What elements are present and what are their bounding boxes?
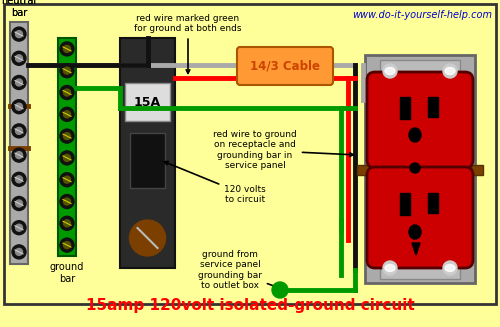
Text: 15A: 15A <box>134 95 161 109</box>
Circle shape <box>12 148 26 162</box>
Circle shape <box>16 55 22 62</box>
Polygon shape <box>412 243 420 255</box>
Circle shape <box>443 261 457 275</box>
Bar <box>428 97 438 117</box>
Circle shape <box>383 64 397 78</box>
Text: ground from
service panel
grounding bar
to outlet box: ground from service panel grounding bar … <box>198 250 280 290</box>
Circle shape <box>60 195 74 209</box>
Text: neutral
bar: neutral bar <box>2 0 36 18</box>
Circle shape <box>64 198 70 205</box>
Circle shape <box>130 220 166 256</box>
Circle shape <box>64 45 70 52</box>
Circle shape <box>64 67 70 74</box>
Circle shape <box>60 107 74 121</box>
Circle shape <box>60 151 74 165</box>
Circle shape <box>12 51 26 65</box>
Bar <box>58 38 76 256</box>
Circle shape <box>410 163 420 173</box>
Circle shape <box>60 64 74 78</box>
FancyBboxPatch shape <box>367 167 473 268</box>
Bar <box>428 193 438 213</box>
Ellipse shape <box>409 128 421 142</box>
Circle shape <box>64 154 70 162</box>
Circle shape <box>16 249 22 255</box>
Circle shape <box>272 282 288 298</box>
Ellipse shape <box>445 67 455 75</box>
Circle shape <box>64 176 70 183</box>
Circle shape <box>60 173 74 187</box>
Ellipse shape <box>385 265 395 271</box>
Text: red wire marked green
for ground at both ends: red wire marked green for ground at both… <box>134 14 242 73</box>
Circle shape <box>12 221 26 235</box>
Bar <box>370 161 470 179</box>
Bar <box>357 165 369 175</box>
Bar <box>120 38 175 268</box>
Bar <box>10 22 28 264</box>
Circle shape <box>12 245 26 259</box>
Circle shape <box>12 172 26 186</box>
Ellipse shape <box>409 225 421 239</box>
FancyBboxPatch shape <box>237 47 333 85</box>
Bar <box>471 165 483 175</box>
Circle shape <box>60 85 74 99</box>
Bar <box>400 97 410 119</box>
Circle shape <box>16 176 22 183</box>
Text: ground
bar: ground bar <box>50 262 84 284</box>
FancyBboxPatch shape <box>367 72 473 168</box>
Circle shape <box>16 152 22 159</box>
Circle shape <box>16 31 22 38</box>
Circle shape <box>60 216 74 230</box>
Circle shape <box>12 27 26 41</box>
Circle shape <box>16 128 22 134</box>
Circle shape <box>60 42 74 56</box>
Circle shape <box>16 200 22 207</box>
Circle shape <box>64 242 70 249</box>
Circle shape <box>16 103 22 110</box>
Text: 120 volts
to circuit: 120 volts to circuit <box>164 162 266 204</box>
Ellipse shape <box>445 265 455 271</box>
Circle shape <box>16 79 22 86</box>
Circle shape <box>64 133 70 140</box>
Bar <box>400 193 410 215</box>
Text: www.do-it-yourself-help.com: www.do-it-yourself-help.com <box>352 10 492 20</box>
Bar <box>380 257 460 279</box>
Circle shape <box>64 111 70 118</box>
Ellipse shape <box>385 67 395 75</box>
Circle shape <box>64 89 70 96</box>
Bar <box>130 133 165 188</box>
Bar <box>125 83 170 121</box>
Circle shape <box>16 224 22 231</box>
Circle shape <box>60 129 74 143</box>
Bar <box>365 55 475 283</box>
Bar <box>380 60 460 82</box>
Circle shape <box>12 100 26 114</box>
Circle shape <box>12 76 26 90</box>
Circle shape <box>383 261 397 275</box>
Text: red wire to ground
on receptacle and
grounding bar in
service panel: red wire to ground on receptacle and gro… <box>213 130 354 170</box>
Text: 15amp 120volt isolated-ground circuit: 15amp 120volt isolated-ground circuit <box>86 298 414 313</box>
Circle shape <box>12 197 26 211</box>
Circle shape <box>64 220 70 227</box>
Circle shape <box>12 124 26 138</box>
Circle shape <box>60 238 74 252</box>
Circle shape <box>443 64 457 78</box>
Text: neutral
bar: neutral bar <box>2 0 36 18</box>
Text: 14/3 Cable: 14/3 Cable <box>250 60 320 73</box>
